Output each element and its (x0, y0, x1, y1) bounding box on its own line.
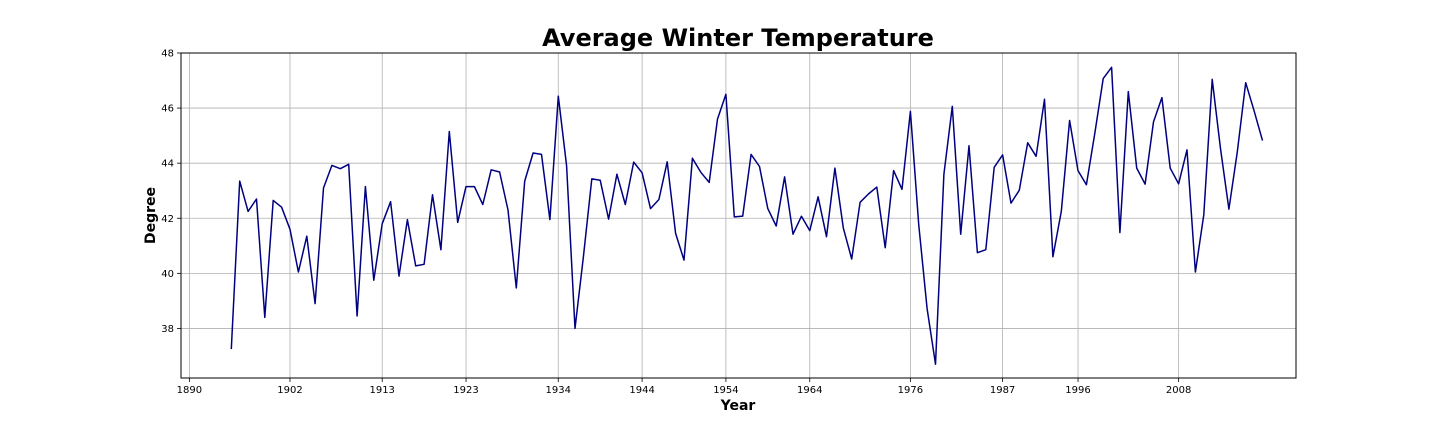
y-tick-label: 42 (161, 214, 174, 225)
x-tick-label: 2008 (1166, 385, 1191, 396)
series-line (230, 66, 1264, 365)
y-axis-label: Degree (143, 187, 159, 244)
chart-title: Average Winter Temperature (542, 24, 934, 52)
x-tick-label: 1996 (1065, 385, 1090, 396)
x-tick-label: 1987 (990, 385, 1015, 396)
y-axis: 38 40 42 44 46 48 (161, 49, 181, 335)
x-tick-label: 1944 (629, 385, 654, 396)
x-tick-label: 1964 (797, 385, 822, 396)
y-tick-label: 48 (161, 49, 174, 60)
x-tick-label: 1934 (546, 385, 571, 396)
y-tick-label: 44 (161, 159, 174, 170)
plot-frame (180, 52, 1297, 379)
y-tick-label: 38 (161, 324, 174, 335)
x-axis: 1890 1902 1913 1923 1934 1944 1954 1964 1976 1987… (177, 378, 1191, 396)
x-tick-label: 1923 (453, 385, 478, 396)
y-tick-label: 46 (161, 104, 174, 115)
x-tick-label: 1902 (277, 385, 302, 396)
y-tick-label: 40 (161, 269, 174, 280)
x-tick-label: 1913 (369, 385, 394, 396)
x-tick-label: 1954 (713, 385, 738, 396)
series-layer (230, 66, 1264, 365)
x-tick-label: 1890 (177, 385, 202, 396)
x-axis-label: Year (720, 398, 756, 414)
x-tick-label: 1976 (898, 385, 923, 396)
